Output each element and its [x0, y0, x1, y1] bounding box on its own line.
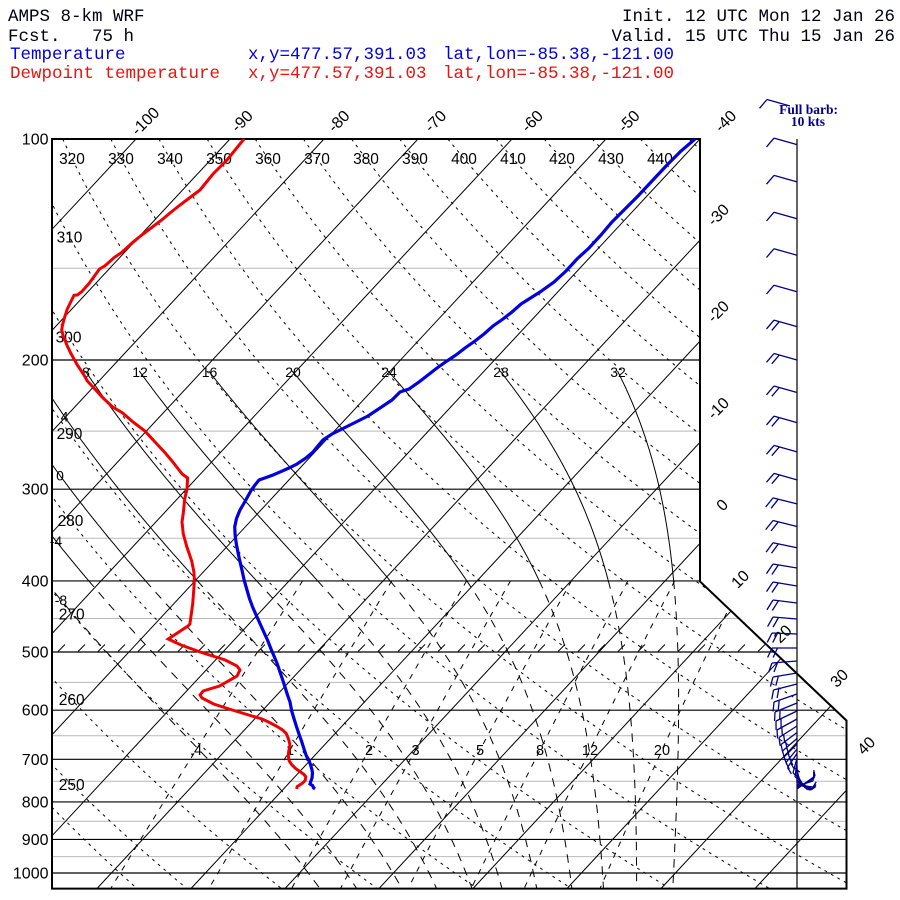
svg-text:300: 300	[56, 330, 82, 347]
svg-text:380: 380	[353, 151, 379, 168]
svg-text:260: 260	[59, 692, 85, 709]
svg-text:-4: -4	[50, 533, 63, 549]
svg-text:440: 440	[647, 151, 673, 168]
svg-text:.4: .4	[190, 743, 202, 759]
svg-text:10 kts: 10 kts	[791, 114, 825, 129]
svg-text:330: 330	[108, 151, 134, 168]
svg-text:20: 20	[285, 364, 301, 380]
svg-text:16: 16	[202, 364, 218, 380]
svg-text:310: 310	[57, 230, 83, 247]
svg-text:32: 32	[610, 364, 626, 380]
svg-text:5: 5	[476, 743, 484, 759]
svg-text:410: 410	[500, 151, 526, 168]
svg-text:400: 400	[22, 573, 49, 590]
svg-text:20: 20	[654, 743, 670, 759]
svg-text:320: 320	[59, 151, 85, 168]
svg-text:4: 4	[61, 409, 69, 425]
svg-text:2: 2	[365, 743, 373, 759]
svg-text:1000: 1000	[13, 866, 49, 883]
svg-text:Full barb:: Full barb:	[779, 102, 838, 117]
svg-text:900: 900	[22, 832, 49, 849]
svg-text:600: 600	[22, 703, 49, 720]
svg-text:370: 370	[304, 151, 330, 168]
svg-text:300: 300	[22, 482, 49, 499]
svg-text:0: 0	[56, 468, 64, 484]
svg-text:350: 350	[206, 151, 232, 168]
svg-text:12: 12	[132, 364, 148, 380]
svg-text:500: 500	[22, 645, 49, 662]
svg-text:250: 250	[59, 777, 85, 794]
svg-text:-8: -8	[55, 592, 68, 608]
svg-text:280: 280	[58, 513, 84, 530]
svg-text:400: 400	[451, 151, 477, 168]
svg-text:lat,lon=-85.38,-121.00: lat,lon=-85.38,-121.00	[443, 64, 674, 84]
svg-text:430: 430	[598, 151, 624, 168]
svg-text:700: 700	[22, 752, 49, 769]
svg-text:Temperature: Temperature	[10, 45, 126, 65]
svg-text:290: 290	[57, 426, 83, 443]
svg-text:Fcst. 75 h: Fcst. 75 h	[8, 27, 134, 47]
svg-text:270: 270	[59, 607, 85, 624]
svg-text:390: 390	[402, 151, 428, 168]
svg-text:3: 3	[411, 743, 419, 759]
svg-text:100: 100	[22, 132, 49, 149]
svg-text:360: 360	[255, 151, 281, 168]
svg-text:340: 340	[157, 151, 183, 168]
svg-text:Init. 12 UTC Mon 12 Jan 26: Init. 12 UTC Mon 12 Jan 26	[622, 7, 895, 27]
svg-text:800: 800	[22, 794, 49, 811]
svg-text:420: 420	[549, 151, 575, 168]
svg-text:200: 200	[22, 353, 49, 370]
svg-text:8: 8	[536, 743, 544, 759]
svg-text:24: 24	[381, 364, 397, 380]
svg-text:x,y=477.57,391.03: x,y=477.57,391.03	[248, 64, 427, 84]
svg-text:28: 28	[493, 364, 509, 380]
svg-text:Valid. 15 UTC Thu 15 Jan 26: Valid. 15 UTC Thu 15 Jan 26	[611, 27, 895, 47]
svg-text:lat,lon=-85.38,-121.00: lat,lon=-85.38,-121.00	[443, 45, 674, 65]
svg-text:12: 12	[582, 743, 598, 759]
svg-text:x,y=477.57,391.03: x,y=477.57,391.03	[248, 45, 427, 65]
svg-text:AMPS 8-km WRF: AMPS 8-km WRF	[8, 7, 145, 27]
svg-text:8: 8	[82, 364, 90, 380]
svg-text:Dewpoint temperature: Dewpoint temperature	[10, 64, 220, 84]
